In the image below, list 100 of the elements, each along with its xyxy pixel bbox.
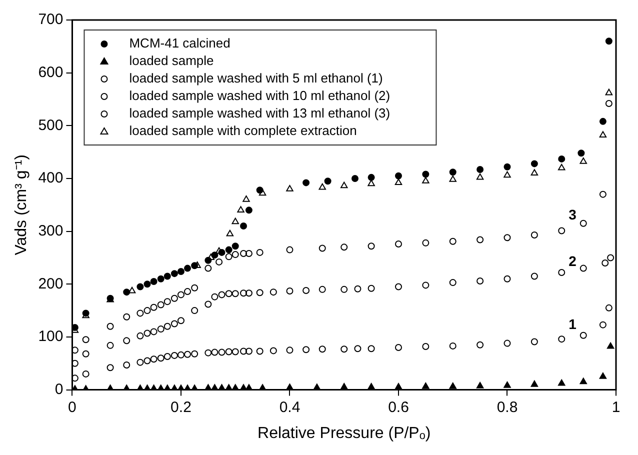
point (240, 250, 248, 258)
point (302, 286, 310, 294)
point (558, 336, 566, 343)
point (144, 280, 151, 288)
point (170, 294, 178, 302)
point (157, 275, 164, 282)
point (558, 379, 566, 386)
point (318, 286, 326, 293)
point (211, 293, 218, 300)
point (324, 178, 332, 185)
point (256, 289, 264, 296)
y-tick-label: 600 (38, 64, 64, 81)
point (123, 288, 130, 296)
point (340, 346, 348, 353)
point (218, 348, 226, 356)
x-tick-label: 0.2 (170, 398, 192, 416)
point (476, 236, 484, 244)
point (318, 244, 326, 252)
point (504, 275, 511, 282)
point (177, 291, 184, 298)
point (449, 382, 456, 389)
point (286, 184, 294, 192)
point (82, 350, 90, 358)
point (225, 253, 232, 260)
point (232, 242, 239, 250)
point (558, 164, 566, 170)
point (270, 347, 277, 354)
point (150, 278, 158, 285)
point (530, 338, 538, 346)
point (286, 346, 294, 354)
point (607, 254, 614, 262)
point (144, 330, 151, 337)
point (242, 196, 250, 202)
legend-label: MCM-41 calcined (129, 36, 230, 51)
point (245, 250, 252, 258)
point (504, 340, 511, 347)
point (302, 179, 310, 186)
point (226, 230, 234, 236)
point (245, 290, 252, 297)
point (72, 374, 78, 382)
point (354, 345, 362, 352)
point (340, 286, 348, 293)
point (422, 177, 430, 184)
point (211, 252, 218, 259)
point (225, 246, 232, 254)
point (578, 150, 585, 157)
point (530, 272, 538, 280)
point (136, 332, 144, 340)
point (422, 382, 430, 389)
point (136, 310, 144, 317)
point (204, 300, 212, 308)
point (216, 258, 223, 266)
point (580, 157, 587, 164)
point (256, 348, 264, 355)
point (170, 270, 178, 278)
point (394, 178, 402, 186)
point (580, 220, 587, 227)
point (232, 218, 239, 224)
point (449, 175, 456, 182)
point (232, 290, 239, 298)
point (504, 163, 511, 170)
point (191, 262, 198, 270)
legend-label: loaded sample washed with 5 ml ethanol (1) (129, 70, 383, 86)
point (164, 298, 171, 306)
point (605, 88, 613, 96)
point (422, 342, 430, 350)
point (476, 166, 484, 174)
point (191, 350, 198, 358)
point (580, 378, 587, 384)
point (368, 174, 375, 181)
point (136, 358, 144, 366)
point (170, 320, 178, 328)
point (164, 322, 171, 330)
point (232, 348, 239, 356)
point (504, 381, 511, 388)
x-tick-label: 0.6 (388, 398, 409, 416)
point (368, 242, 375, 250)
point (318, 346, 326, 353)
point (504, 234, 511, 242)
point (184, 288, 192, 296)
point (558, 155, 566, 162)
point (599, 372, 607, 379)
point (558, 269, 566, 276)
y-tick-label: 700 (38, 11, 64, 28)
point (164, 272, 171, 280)
point (599, 118, 606, 125)
point (302, 346, 310, 354)
y-tick-label: 400 (38, 170, 64, 187)
point (150, 328, 158, 336)
point (164, 353, 171, 360)
point (599, 321, 606, 328)
point (157, 354, 164, 362)
point (245, 206, 252, 214)
point (72, 360, 78, 367)
point (558, 227, 566, 234)
y-tick-label: 0 (54, 380, 64, 398)
point (580, 264, 587, 272)
point (530, 380, 538, 387)
point (318, 183, 326, 190)
point (191, 307, 198, 314)
